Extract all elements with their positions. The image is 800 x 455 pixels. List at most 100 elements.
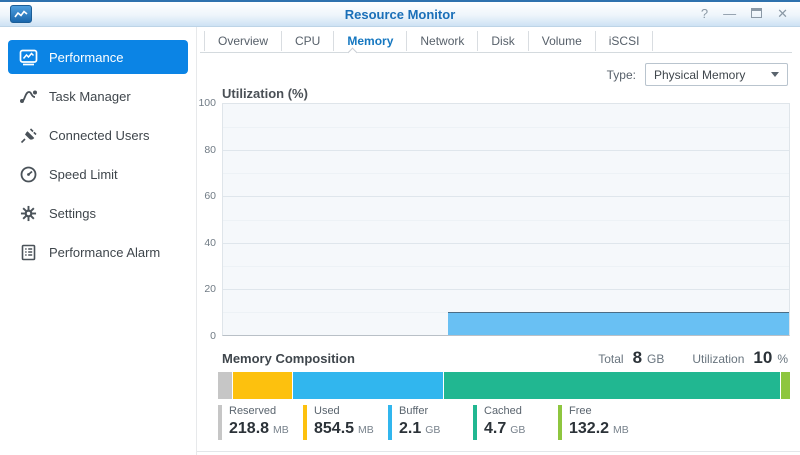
- legend-label: Used: [314, 405, 340, 417]
- legend-item-free: Free 132.2 MB: [558, 405, 643, 440]
- type-selector-row: Type: Physical Memory: [607, 63, 788, 86]
- tab-bar: Overview CPU Memory Network Disk Volume …: [204, 31, 654, 51]
- tab-volume[interactable]: Volume: [529, 31, 596, 51]
- tab-iscsi[interactable]: iSCSI: [596, 31, 654, 51]
- type-select-value: Physical Memory: [654, 67, 746, 82]
- buffer-color-swatch: [388, 405, 392, 440]
- reserved-color-swatch: [218, 405, 222, 440]
- sidebar: Performance Task Manager Connected Users…: [0, 27, 197, 455]
- gridline-major: [223, 150, 789, 152]
- utilization-label: Utilization: [692, 352, 745, 366]
- total-unit: GB: [647, 352, 665, 366]
- sidebar-item-label: Speed Limit: [49, 166, 118, 182]
- legend-item-used: Used 854.5 MB: [303, 405, 388, 440]
- gear-icon: [19, 204, 38, 223]
- legend-unit: GB: [425, 424, 441, 436]
- performance-chart-icon: [19, 48, 38, 67]
- legend-item-buffer: Buffer 2.1 GB: [388, 405, 473, 440]
- total-label: Total: [598, 352, 624, 366]
- memory-composition-title: Memory Composition: [222, 351, 355, 366]
- task-manager-icon: [19, 87, 38, 106]
- sidebar-item-label: Settings: [49, 205, 96, 221]
- legend-label: Free: [569, 405, 592, 417]
- y-axis-tick-label: 100: [198, 97, 216, 109]
- sidebar-item-performance-alarm[interactable]: Performance Alarm: [8, 235, 188, 269]
- gridline-minor: [223, 265, 789, 267]
- gridline-minor: [223, 219, 789, 221]
- tab-cpu[interactable]: CPU: [282, 31, 335, 51]
- y-axis-tick-label: 60: [204, 190, 216, 202]
- sidebar-item-label: Task Manager: [49, 88, 131, 104]
- memory-composition-stats: Total 8 GB Utilization 10 %: [598, 348, 788, 368]
- utilization-unit: %: [777, 352, 788, 366]
- sidebar-item-performance[interactable]: Performance: [8, 40, 188, 74]
- tab-memory[interactable]: Memory: [334, 31, 408, 51]
- segment-free: [780, 372, 790, 399]
- free-color-swatch: [558, 405, 562, 440]
- window-bottom-edge: [197, 451, 800, 452]
- gridline-major: [223, 196, 789, 198]
- close-button[interactable]: ✕: [777, 6, 788, 21]
- legend-label: Buffer: [399, 405, 429, 417]
- report-icon: [19, 243, 38, 262]
- memory-composition-legend: Reserved 218.8 MB Used 854.5 MB Buffer 2.1…: [218, 405, 643, 440]
- sidebar-item-speed-limit[interactable]: Speed Limit: [8, 157, 188, 191]
- legend-value: 218.8: [229, 420, 270, 437]
- y-axis-tick-label: 40: [204, 237, 216, 249]
- legend-unit: MB: [358, 424, 374, 436]
- maximize-button[interactable]: [751, 6, 763, 22]
- type-select-dropdown[interactable]: Physical Memory: [645, 63, 788, 86]
- window-title: Resource Monitor: [344, 7, 456, 22]
- gridline-minor: [223, 173, 789, 175]
- segment-used: [233, 372, 294, 399]
- sidebar-item-label: Performance Alarm: [49, 244, 161, 260]
- tab-overview[interactable]: Overview: [204, 31, 283, 51]
- legend-item-reserved: Reserved 218.8 MB: [218, 405, 303, 440]
- minimize-button[interactable]: —: [723, 6, 737, 21]
- sidebar-item-settings[interactable]: Settings: [8, 196, 188, 230]
- memory-utilization-area-series: [448, 311, 789, 335]
- maximize-icon: [751, 8, 763, 18]
- type-label: Type:: [606, 67, 636, 82]
- legend-item-cached: Cached 4.7 GB: [473, 405, 558, 440]
- tab-separator-line: [200, 52, 792, 53]
- segment-cached: [443, 372, 781, 399]
- utilization-value: 10: [753, 348, 773, 367]
- utilization-chart-title: Utilization (%): [222, 86, 308, 101]
- y-axis-tick-label: 20: [204, 283, 216, 295]
- sidebar-item-label: Connected Users: [49, 127, 150, 143]
- cached-color-swatch: [473, 405, 477, 440]
- gridline-major: [223, 242, 789, 244]
- segment-reserved: [218, 372, 234, 399]
- legend-unit: GB: [510, 424, 526, 436]
- legend-label: Cached: [484, 405, 522, 417]
- window-controls: ? — ✕: [701, 6, 788, 22]
- gridline-major: [223, 288, 789, 290]
- segment-buffer: [293, 372, 444, 399]
- legend-unit: MB: [613, 424, 629, 436]
- used-color-swatch: [303, 405, 307, 440]
- legend-value: 132.2: [569, 420, 610, 437]
- sidebar-item-task-manager[interactable]: Task Manager: [8, 79, 188, 113]
- gauge-icon: [19, 165, 38, 184]
- legend-value: 854.5: [314, 420, 355, 437]
- legend-value: 4.7: [484, 420, 507, 437]
- total-value: 8: [632, 348, 643, 367]
- y-axis-tick-label: 0: [210, 330, 216, 342]
- legend-label: Reserved: [229, 405, 277, 417]
- sidebar-item-connected-users[interactable]: Connected Users: [8, 118, 188, 152]
- help-button[interactable]: ?: [700, 6, 709, 21]
- legend-value: 2.1: [399, 420, 422, 437]
- utilization-plot-area: [222, 103, 790, 336]
- legend-unit: MB: [273, 424, 289, 436]
- sidebar-item-label: Performance: [49, 49, 124, 65]
- memory-composition-bar: [218, 372, 790, 399]
- title-bar: Resource Monitor ? — ✕: [0, 0, 800, 27]
- chart-wave-glyph: [14, 9, 28, 17]
- gridline-minor: [223, 127, 789, 129]
- resource-monitor-app-icon: [10, 5, 32, 23]
- tab-network[interactable]: Network: [407, 31, 479, 51]
- plug-icon: [19, 126, 38, 145]
- tab-disk[interactable]: Disk: [478, 31, 529, 51]
